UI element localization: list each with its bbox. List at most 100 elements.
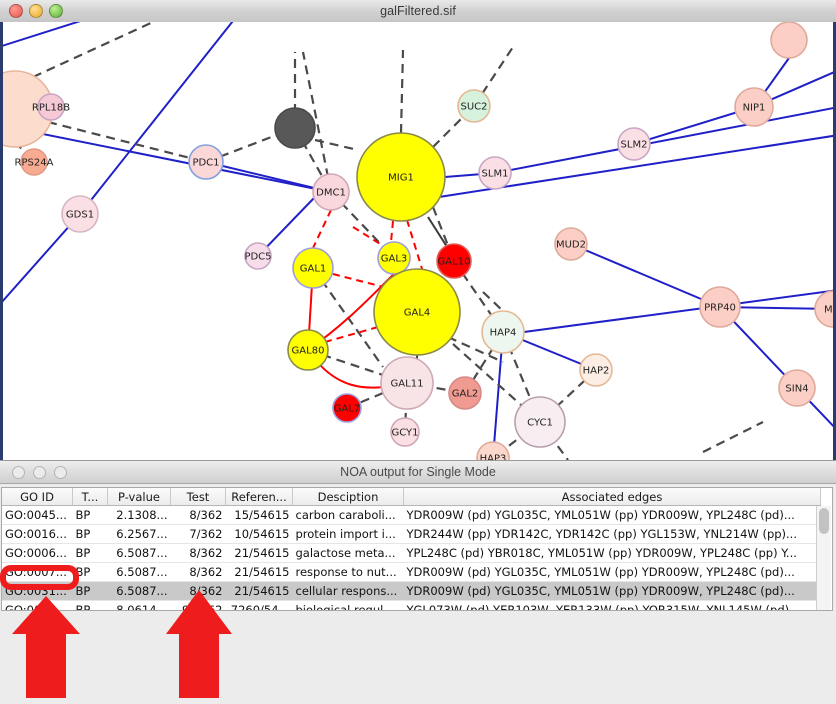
dialog-close-button[interactable]: [12, 465, 25, 479]
dialog-minimize-button[interactable]: [33, 465, 46, 479]
edge-red-dashed: [390, 220, 394, 243]
node-pdc5[interactable]: PDC5: [244, 242, 272, 270]
node-nip1[interactable]: NIP1: [734, 87, 774, 127]
close-button[interactable]: [9, 4, 23, 18]
node-circle[interactable]: [312, 173, 350, 211]
node-circle[interactable]: [244, 242, 272, 270]
column-header-description[interactable]: Desciption: [292, 488, 404, 506]
node-mig1[interactable]: MIG1: [356, 132, 446, 222]
node-circle[interactable]: [448, 376, 482, 410]
node-suc2[interactable]: SUC2: [457, 89, 491, 123]
table-row[interactable]: GO:0007... BP 6.5087... 8/362 21/54615 respon…: [2, 562, 821, 582]
column-header-p-value[interactable]: P-value: [107, 488, 171, 506]
node-slm2[interactable]: SLM2: [617, 127, 651, 161]
node-circle[interactable]: [476, 441, 510, 460]
table-row[interactable]: GO:0045... BP 2.1308... 8/362 15/54615 carbon…: [2, 505, 821, 525]
table-row[interactable]: GO:0031... BP 6.5087... 8/362 21/54615 cellul…: [2, 581, 821, 601]
node-circle[interactable]: [778, 369, 816, 407]
edge-blue: [79, 22, 234, 215]
cell-go-id: GO:0006...: [2, 543, 73, 563]
noa-results-table[interactable]: GO ID T... P-value Test Referen... Desci…: [2, 488, 821, 610]
table-row[interactable]: GO:0016... BP 6.2567... 7/362 10/54615 protei…: [2, 524, 821, 544]
node-gal80[interactable]: GAL80: [287, 329, 329, 371]
node-circle[interactable]: [37, 93, 65, 121]
node-gds1[interactable]: GDS1: [61, 195, 99, 233]
node-circle[interactable]: [699, 286, 741, 328]
node-circle[interactable]: [287, 329, 329, 371]
node-gal4[interactable]: GAL4: [373, 268, 461, 356]
edge-dashed: [314, 138, 359, 152]
node-circle[interactable]: [478, 156, 512, 190]
cell-associated-edges: YDR009W (pd) YGL035C, YML051W (pp) YDR00…: [403, 562, 821, 582]
node-circle[interactable]: [457, 89, 491, 123]
node-circle[interactable]: [734, 87, 774, 127]
node-gcy1[interactable]: GCY1: [390, 417, 420, 447]
node-circle[interactable]: [61, 195, 99, 233]
node-dmc1[interactable]: DMC1: [312, 173, 350, 211]
node-circle[interactable]: [390, 417, 420, 447]
node-circle[interactable]: [373, 268, 461, 356]
node-hap3[interactable]: HAP3: [476, 441, 510, 460]
node-gal11[interactable]: GAL11: [380, 356, 434, 410]
edge-red-dashed: [406, 219, 424, 273]
node-rps24a[interactable]: RPS24A: [15, 148, 54, 176]
node-gal2[interactable]: GAL2: [448, 376, 482, 410]
cell-reference: 21/54615: [225, 581, 293, 601]
table-vertical-scrollbar[interactable]: [816, 506, 831, 610]
node-gal1[interactable]: GAL1: [292, 247, 334, 289]
node-circle[interactable]: [377, 241, 411, 275]
node-circle[interactable]: [380, 356, 434, 410]
column-header-associated-edges[interactable]: Associated edges: [403, 488, 821, 506]
node-prp40[interactable]: PRP40: [699, 286, 741, 328]
column-header-reference[interactable]: Referen...: [225, 488, 293, 506]
cell-type: BP: [72, 562, 108, 582]
node-circle[interactable]: [436, 243, 472, 279]
cell-reference: 21/54615: [225, 562, 293, 582]
column-header-type[interactable]: T...: [72, 488, 108, 506]
node-circle[interactable]: [579, 353, 613, 387]
node-toppink[interactable]: [770, 22, 808, 59]
node-circle[interactable]: [20, 148, 48, 176]
node-hap2[interactable]: HAP2: [579, 353, 613, 387]
node-circle[interactable]: [814, 290, 836, 328]
dialog-zoom-button[interactable]: [54, 465, 67, 479]
node-circle[interactable]: [514, 396, 566, 448]
scrollbar-thumb[interactable]: [819, 508, 829, 534]
node-slm1[interactable]: SLM1: [478, 156, 512, 190]
node-circle[interactable]: [188, 144, 224, 180]
node-sin4[interactable]: SIN4: [778, 369, 816, 407]
edge-red-dashed: [312, 209, 332, 249]
table-row[interactable]: GO:0065... BP 8.0614... 94/362 7260/54... bio…: [2, 600, 821, 610]
node-circle[interactable]: [617, 127, 651, 161]
node-gal7[interactable]: GAL7: [332, 393, 362, 423]
node-msi[interactable]: MSI: [814, 290, 836, 328]
table-row[interactable]: GO:0006... BP 6.5087... 8/362 21/54615 galact…: [2, 543, 821, 563]
column-header-test[interactable]: Test: [170, 488, 226, 506]
node-gal3[interactable]: GAL3: [377, 241, 411, 275]
node-circle[interactable]: [554, 227, 588, 261]
network-graph[interactable]: RPL18BRPS24AGDS1PDC1PDC5DMC1MIG1SUC2SLM1…: [3, 22, 836, 460]
cell-test: 94/362: [170, 600, 226, 610]
node-circle[interactable]: [274, 107, 316, 149]
cell-description: protein import i...: [292, 524, 404, 544]
zoom-button[interactable]: [49, 4, 63, 18]
node-mud2[interactable]: MUD2: [554, 227, 588, 261]
network-canvas[interactable]: RPL18B RPS24A GDS1 PDC1 PDC5 DMC1 MIG1 SUC2 SLM1…: [0, 22, 836, 460]
noa-results-table-container[interactable]: GO ID T... P-value Test Referen... Desci…: [1, 487, 833, 611]
node-grey[interactable]: [274, 107, 316, 149]
node-circle[interactable]: [481, 310, 525, 354]
node-gal10[interactable]: GAL10: [436, 243, 472, 279]
node-circle[interactable]: [292, 247, 334, 289]
node-circle[interactable]: [356, 132, 446, 222]
column-header-go-id[interactable]: GO ID: [2, 488, 73, 506]
node-pdc1[interactable]: PDC1: [188, 144, 224, 180]
node-hap4[interactable]: HAP4: [481, 310, 525, 354]
node-circle[interactable]: [332, 393, 362, 423]
minimize-button[interactable]: [29, 4, 43, 18]
node-cyc1[interactable]: CYC1: [514, 396, 566, 448]
cell-description: response to nut...: [292, 562, 404, 582]
network-nodes[interactable]: RPL18BRPS24AGDS1PDC1PDC5DMC1MIG1SUC2SLM1…: [3, 22, 836, 460]
node-circle[interactable]: [770, 22, 808, 59]
cell-associated-edges: YDR009W (pd) YGL035C, YML051W (pp) YDR00…: [403, 505, 821, 525]
